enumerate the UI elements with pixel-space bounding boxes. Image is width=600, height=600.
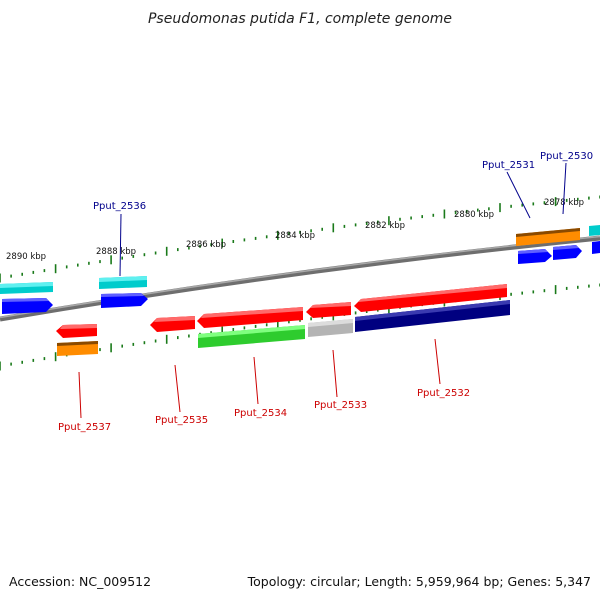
gene-pput-2536-blue[interactable] [101,293,148,308]
gene-label-pput-2531[interactable]: Pput_2531 [482,160,535,171]
gene-pput-2533-gray[interactable] [308,319,353,337]
top-tick-track [0,195,600,283]
leader-pput-2530 [562,162,567,215]
map-title: Pseudomonas putida F1, complete genome [148,11,452,27]
gene-pput-2530-blue[interactable] [553,245,582,260]
gene-pput-2535[interactable] [150,316,195,332]
leader-pput-2537 [78,371,82,419]
gene-pput-2534-green[interactable] [198,325,305,348]
forward-strand-genes [0,225,600,314]
gene-label-pput-2537[interactable]: Pput_2537 [58,422,111,433]
scale-label-2884: 2884 kbp [275,231,315,241]
leader-pput-2534 [253,356,259,405]
gene-pput-2531-orange[interactable] [516,228,580,246]
leader-pput-2531 [506,171,531,219]
gene-label-pput-2536[interactable]: Pput_2536 [93,201,146,212]
gene-label-pput-2532[interactable]: Pput_2532 [417,388,470,399]
gene-blue-left[interactable] [2,298,53,314]
gene-pput-2537-orange[interactable] [57,341,98,356]
scale-label-2888: 2888 kbp [96,247,136,257]
footer-summary: Topology: circular; Length: 5,959,964 bp… [247,574,591,589]
reverse-strand-genes [56,284,510,356]
gene-label-pput-2535[interactable]: Pput_2535 [155,415,208,426]
leader-pput-2536 [119,213,122,277]
gene-pput-2532-red[interactable] [354,284,507,312]
scale-label-2890: 2890 kbp [6,252,46,262]
gene-pput-2532-navy[interactable] [355,300,510,332]
gene-label-pput-2533[interactable]: Pput_2533 [314,400,367,411]
leader-pput-2533 [332,349,338,398]
leader-lines [78,162,567,419]
leader-pput-2532 [434,338,441,385]
gene-label-pput-2530[interactable]: Pput_2530 [540,151,593,162]
gene-cyan-left[interactable] [0,282,53,294]
leader-pput-2535 [174,364,181,413]
gene-cyan-right-edge[interactable] [589,225,600,236]
gene-pput-2537-red[interactable] [56,324,97,338]
gene-pput-2536-cyan[interactable] [99,276,147,289]
gene-label-pput-2534[interactable]: Pput_2534 [234,408,287,419]
genome-backbone [0,235,600,322]
gene-blue-right-edge[interactable] [592,241,600,254]
scale-label-2886: 2886 kbp [186,240,226,250]
gene-pput-2533-red[interactable] [306,302,351,318]
gene-pput-2531-blue[interactable] [518,249,552,264]
gene-pput-2534-red[interactable] [197,307,303,328]
footer-accession: Accession: NC_009512 [9,574,151,589]
scale-label-2880: 2880 kbp [454,210,494,220]
scale-label-2882: 2882 kbp [365,221,405,231]
